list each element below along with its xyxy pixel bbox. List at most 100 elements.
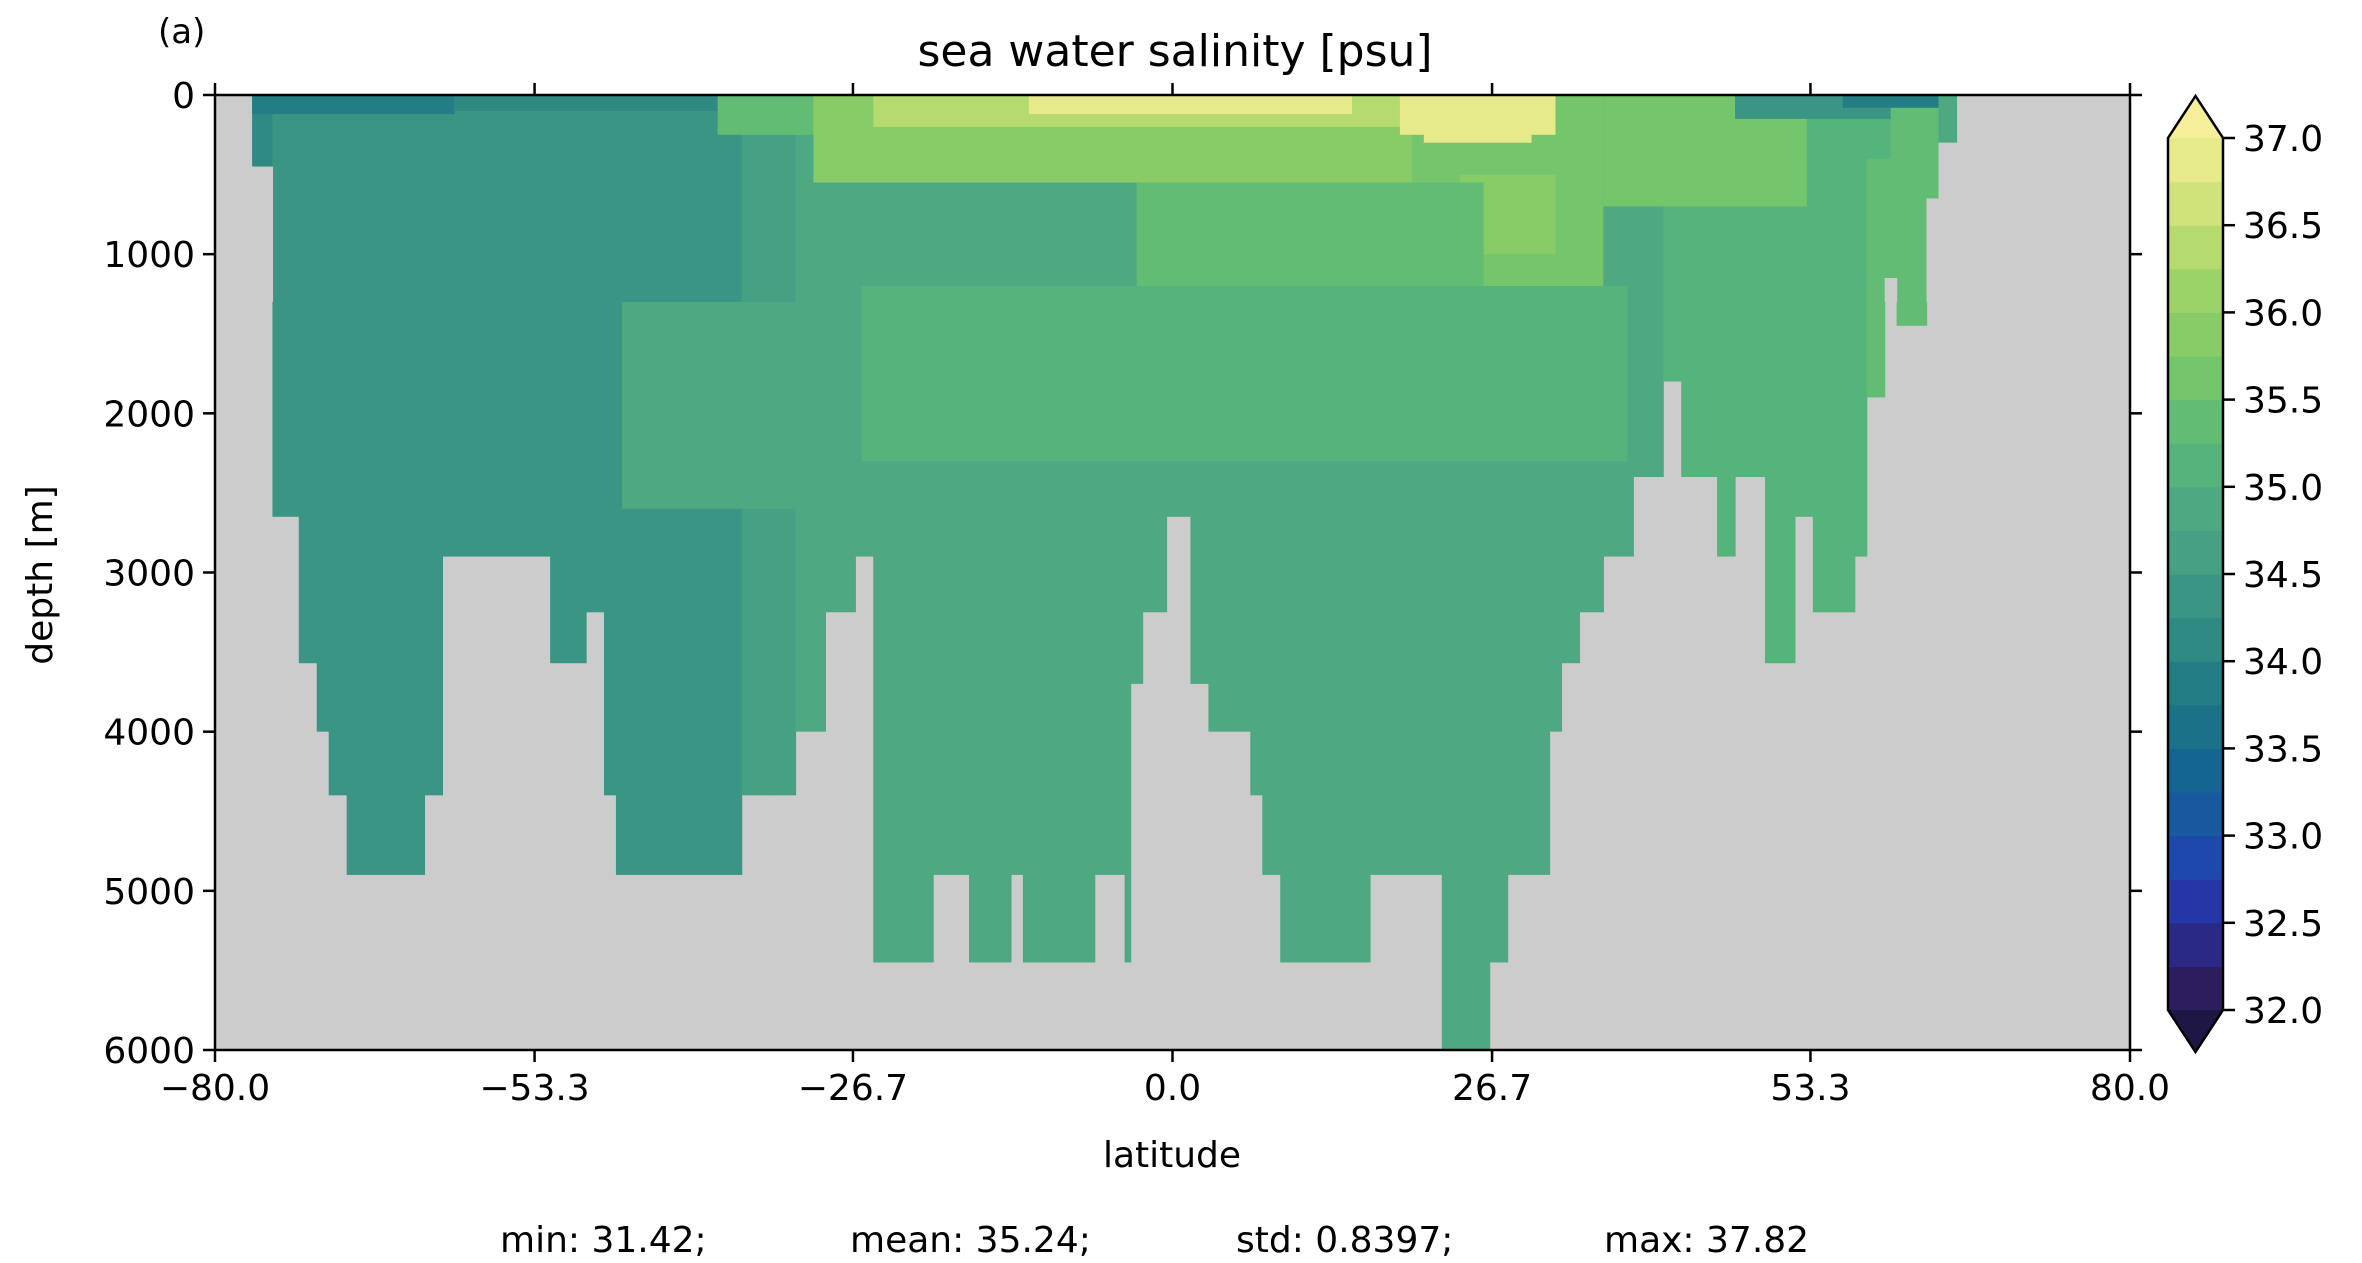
surface-layer-14 — [1136, 182, 1484, 286]
colorbar-tick-label: 34.5 — [2243, 555, 2323, 596]
y-tick-label: 2000 — [103, 394, 195, 435]
x-tick-label: −80.0 — [160, 1068, 270, 1109]
ocean-column-6 — [424, 95, 444, 796]
y-axis-label: depth [m] — [20, 485, 61, 664]
ocean-column-7 — [442, 95, 551, 557]
x-tick-label: 0.0 — [1144, 1068, 1201, 1109]
stat-min: min: 31.42; — [500, 1220, 707, 1261]
ocean-columns — [252, 95, 1958, 1050]
ocean-column-22 — [1094, 95, 1126, 875]
colorbar-segment — [2168, 225, 2223, 270]
ocean-column-23 — [1124, 95, 1132, 963]
x-axis: −80.0 −53.3 −26.7 0.0 26.7 53.3 80.0 — [160, 83, 2170, 1109]
colorbar-tick-label: 37.0 — [2243, 119, 2323, 160]
colorbar-segment — [2168, 268, 2223, 313]
x-tick-label: −53.3 — [479, 1068, 589, 1109]
colorbar-tick-label: 36.0 — [2243, 293, 2323, 334]
seafloor-mask-53 — [1938, 142, 1958, 302]
plot-area — [213, 93, 2132, 1052]
ocean-column-20 — [1010, 95, 1024, 875]
colorbar-segment — [2168, 574, 2223, 619]
ocean-column-53 — [1938, 95, 1958, 143]
colorbar-tick-label: 34.0 — [2243, 642, 2323, 683]
colorbar-tick-label: 32.0 — [2243, 991, 2323, 1032]
surface-layer-1 — [454, 95, 718, 111]
y-tick-label: 0 — [172, 76, 195, 117]
colorbar-segment — [2168, 792, 2223, 837]
surface-layer-15 — [861, 286, 1628, 462]
colorbar-segment — [2168, 486, 2223, 531]
colorbar-tick-label: 33.0 — [2243, 817, 2323, 858]
colorbar-segment — [2168, 356, 2223, 401]
stats-line: min: 31.42; mean: 35.24; std: 0.8397; ma… — [500, 1220, 1809, 1261]
colorbar-segment — [2168, 530, 2223, 575]
ocean-column-8 — [550, 95, 587, 664]
surface-layer-5 — [1028, 95, 1353, 115]
colorbar-tick-label: 35.5 — [2243, 381, 2323, 422]
ocean-column-18 — [933, 95, 970, 875]
ocean-column-43 — [1717, 95, 1736, 557]
surface-layer-9 — [1423, 95, 1532, 143]
surface-layer-16 — [621, 301, 862, 509]
colorbar-segment — [2168, 443, 2223, 488]
colorbar-segment — [2168, 922, 2223, 967]
colorbar-segment — [2168, 617, 2223, 662]
surface-layer-0 — [252, 95, 455, 115]
y-tick-label: 5000 — [103, 872, 195, 913]
y-axis: 0 1000 2000 3000 4000 5000 6000 — [103, 76, 2142, 1072]
ocean-column-49 — [1866, 95, 1886, 398]
colorbar-segment — [2168, 748, 2223, 793]
colorbar-segment — [2168, 966, 2223, 1011]
x-tick-label: −26.7 — [798, 1068, 908, 1109]
surface-layer-13 — [1842, 95, 1939, 108]
x-tick-label: 53.3 — [1770, 1068, 1850, 1109]
stat-max: max: 37.82 — [1604, 1220, 1809, 1261]
colorbar-tick-label: 36.5 — [2243, 206, 2323, 247]
stat-mean: mean: 35.24; — [850, 1220, 1091, 1261]
y-tick-label: 1000 — [103, 235, 195, 276]
ocean-column-2 — [298, 95, 318, 664]
y-tick-label: 6000 — [103, 1031, 195, 1072]
ocean-column-21 — [1022, 95, 1096, 963]
ocean-column-19 — [969, 95, 1012, 963]
colorbar-over-extend — [2168, 96, 2223, 138]
x-tick-label: 80.0 — [2090, 1068, 2170, 1109]
ocean-column-47 — [1812, 95, 1856, 613]
ocean-column-1 — [272, 95, 300, 517]
y-tick-label: 3000 — [103, 554, 195, 595]
colorbar-segment — [2168, 312, 2223, 357]
ocean-column-52 — [1926, 95, 1940, 199]
colorbar-segment — [2168, 661, 2223, 706]
surface-salinity-layers — [252, 95, 1958, 509]
ocean-column-17 — [873, 95, 934, 963]
y-tick-label: 4000 — [103, 713, 195, 754]
ocean-column-48 — [1854, 95, 1868, 557]
colorbar-segment — [2168, 181, 2223, 226]
colorbar-segment — [2168, 138, 2223, 183]
panel-label: (a) — [158, 12, 205, 52]
colorbar-segment — [2168, 879, 2223, 924]
chart-title: sea water salinity [psu] — [917, 26, 1432, 77]
colorbar-tick-label: 35.0 — [2243, 468, 2323, 509]
colorbar: 32.0 32.5 33.0 33.5 34.0 34.5 35.0 35.5 36.0 36.5… — [2166, 93, 2323, 1055]
ocean-column-5 — [346, 95, 426, 875]
ocean-column-51 — [1896, 95, 1928, 326]
stat-std: std: 0.8397; — [1236, 1220, 1453, 1261]
x-tick-label: 26.7 — [1452, 1068, 1532, 1109]
colorbar-segment — [2168, 399, 2223, 444]
seafloor-mask-52 — [1926, 198, 1940, 302]
ocean-column-10 — [603, 95, 617, 796]
colorbar-tick-label: 33.5 — [2243, 729, 2323, 770]
ocean-column-4 — [328, 95, 348, 796]
seafloor-mask-0 — [252, 166, 274, 302]
colorbar-under-extend — [2168, 1010, 2223, 1052]
x-axis-label: latitude — [1103, 1135, 1241, 1176]
surface-layer-2 — [717, 95, 814, 135]
colorbar-tick-label: 32.5 — [2243, 904, 2323, 945]
colorbar-segment — [2168, 704, 2223, 749]
colorbar-segment — [2168, 835, 2223, 880]
seafloor-mask-50 — [1884, 278, 1898, 302]
ocean-column-9 — [586, 95, 605, 613]
ocean-column-3 — [316, 95, 330, 732]
